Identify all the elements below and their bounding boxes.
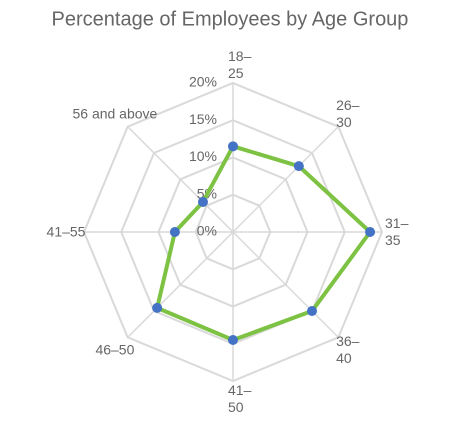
category-label: 26–30 <box>336 96 360 130</box>
r-tick-label: 15% <box>189 111 217 127</box>
category-label: 36–40 <box>336 333 360 367</box>
spoke <box>127 126 234 233</box>
data-point <box>228 141 238 152</box>
category-label: 31–35 <box>385 215 409 248</box>
category-label: 46–50 <box>95 341 135 358</box>
category-label: 41–50 <box>228 382 252 415</box>
r-tick-label: 20% <box>189 74 217 90</box>
r-tick-label: 0% <box>197 223 217 239</box>
data-point <box>293 161 304 172</box>
spoke <box>232 231 339 338</box>
data-point <box>365 227 376 237</box>
data-point <box>228 335 238 346</box>
r-tick-label: 10% <box>189 148 217 164</box>
data-point <box>307 306 318 317</box>
data-point <box>197 196 208 207</box>
data-point <box>152 302 163 313</box>
spoke <box>232 126 339 233</box>
spoke <box>127 231 234 338</box>
chart-title: Percentage of Employees by Age Group <box>52 8 409 30</box>
category-label: 41–55 <box>46 223 86 240</box>
data-point <box>169 227 180 237</box>
category-label: 18–25 <box>228 48 252 81</box>
category-label: 56 and above <box>72 105 158 122</box>
